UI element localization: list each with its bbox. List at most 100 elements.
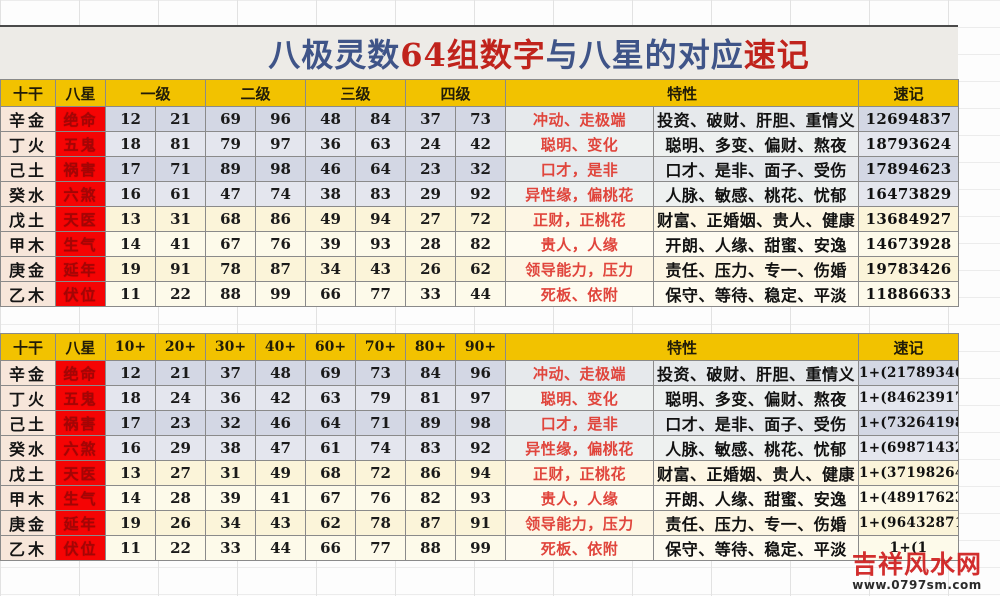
cell-number: 21	[155, 360, 206, 386]
cell-number: 28	[405, 231, 457, 257]
cell-number: 44	[255, 535, 306, 561]
cell-number: 12	[105, 360, 156, 386]
cell-number: 37	[205, 360, 256, 386]
table-row: 丁火 五鬼 18 24 36 42 63 79 81 97 聪明、变化 聪明、多变、偏财、熬夜 1+(8…	[0, 385, 960, 411]
th2-decade-90: 90+	[455, 333, 506, 361]
cell-number: 11	[105, 535, 156, 561]
cell-number: 62	[455, 256, 507, 282]
cell-mnemonic-code: 1+(1	[858, 535, 960, 561]
cell-star: 天医	[55, 206, 106, 232]
table-row: 戊土 天医 13 31 68 86 49 94 27 72 正财，正桃花 财富、正婚姻、贵人、健康 13…	[0, 206, 960, 232]
cell-number: 17	[105, 410, 156, 436]
cell-gan: 己土	[0, 410, 56, 436]
cell-number: 39	[205, 485, 256, 511]
cell-gan: 甲木	[0, 231, 56, 257]
cell-trait-detail: 口才、是非、面子、受伤	[652, 410, 860, 436]
th2-star: 八星	[55, 333, 106, 361]
cell-number: 77	[355, 281, 407, 307]
cell-mnemonic-code: 1+(84623917)	[858, 385, 960, 411]
table-row: 辛金 绝命 12 21 69 96 48 84 37 73 冲动、走极端 投资、破财、肝胆、重情义 12…	[0, 106, 960, 132]
cell-number: 68	[205, 206, 257, 232]
cell-trait-detail: 聪明、多变、偏财、熬夜	[652, 385, 860, 411]
cell-number: 96	[455, 360, 506, 386]
cell-number: 73	[355, 360, 406, 386]
title-part-3: 与八星的对应	[545, 36, 744, 74]
cell-gan: 丁火	[0, 385, 56, 411]
th-level-1: 一级	[104, 79, 207, 107]
cell-number: 27	[405, 206, 457, 232]
page-title: 八极灵数64组数字与八星的对应速记	[148, 30, 810, 76]
cell-trait-keyword: 贵人，人缘	[505, 231, 655, 257]
title-band: 八极灵数64组数字与八星的对应速记	[0, 25, 958, 79]
cell-number: 49	[305, 206, 357, 232]
th-code: 速记	[858, 79, 960, 107]
cell-mnemonic-code: 1+(69871432)	[858, 435, 960, 461]
cell-trait-detail: 责任、压力、专一、伤婚	[652, 510, 860, 536]
cell-number: 88	[405, 535, 456, 561]
cell-number: 48	[305, 106, 357, 132]
cell-number: 34	[305, 256, 357, 282]
th-level-4: 四级	[405, 79, 507, 107]
table-row: 甲木 生气 14 41 67 76 39 93 28 82 贵人，人缘 开朗、人缘、甜蜜、安逸 1467…	[0, 231, 960, 257]
cell-number: 12	[105, 106, 156, 132]
cell-star: 伏位	[55, 281, 106, 307]
cell-number: 36	[205, 385, 256, 411]
cell-mnemonic-code: 18793624	[858, 131, 960, 157]
cell-star: 绝命	[55, 360, 106, 386]
cell-number: 19	[105, 256, 156, 282]
cell-number: 97	[255, 131, 307, 157]
table-one-header-row: 十干 八星 一级 二级 三级 四级 特性 速记	[0, 79, 960, 107]
table-row: 甲木 生气 14 28 39 41 67 76 82 93 贵人，人缘 开朗、人缘、甜蜜、安逸 1+(4…	[0, 485, 960, 511]
cell-number: 67	[205, 231, 257, 257]
cell-number: 24	[405, 131, 457, 157]
cell-number: 97	[455, 385, 506, 411]
cell-number: 23	[405, 156, 457, 182]
cell-star: 五鬼	[55, 385, 106, 411]
cell-number: 34	[205, 510, 256, 536]
cell-number: 69	[305, 360, 356, 386]
cell-gan: 癸水	[0, 435, 56, 461]
cell-mnemonic-code: 1+(37198264)	[858, 460, 960, 486]
cell-number: 14	[105, 485, 156, 511]
cell-number: 47	[255, 435, 306, 461]
title-part-2-red: 64组数字	[400, 36, 546, 74]
cell-trait-detail: 开朗、人缘、甜蜜、安逸	[652, 485, 860, 511]
cell-number: 84	[405, 360, 456, 386]
cell-number: 78	[355, 510, 406, 536]
cell-number: 64	[305, 410, 356, 436]
cell-number: 13	[105, 206, 156, 232]
th2-decade-10: 10+	[105, 333, 156, 361]
th2-decade-20: 20+	[155, 333, 206, 361]
cell-trait-keyword: 聪明、变化	[505, 385, 654, 411]
cell-mnemonic-code: 16473829	[858, 181, 960, 207]
cell-number: 94	[355, 206, 407, 232]
cell-trait-keyword: 冲动、走极端	[505, 360, 654, 386]
cell-number: 37	[405, 106, 457, 132]
cell-number: 42	[255, 385, 306, 411]
cell-gan: 戊土	[0, 460, 56, 486]
table-row: 丁火 五鬼 18 81 79 97 36 63 24 42 聪明、变化 聪明、多变、偏财、熬夜 1879…	[0, 131, 960, 157]
cell-number: 69	[205, 106, 257, 132]
cell-star: 生气	[55, 231, 106, 257]
cell-number: 74	[255, 181, 307, 207]
cell-mnemonic-code: 1+(73264198)	[858, 410, 960, 436]
cell-number: 21	[154, 106, 207, 132]
cell-number: 18	[105, 385, 156, 411]
table-two-body: 辛金 绝命 12 21 37 48 69 73 84 96 冲动、走极端 投资、破财、肝胆、重情义 1+…	[0, 360, 960, 561]
th2-decade-60: 60+	[305, 333, 356, 361]
cell-gan: 乙木	[0, 535, 56, 561]
cell-gan: 癸水	[0, 181, 56, 207]
cell-star: 祸害	[55, 410, 106, 436]
th2-code: 速记	[858, 333, 960, 361]
cell-gan: 甲木	[0, 485, 56, 511]
cell-trait-detail: 责任、压力、专一、伤婚	[653, 256, 860, 282]
cell-number: 83	[405, 435, 456, 461]
cell-number: 31	[154, 206, 207, 232]
title-part-1: 八极灵数	[268, 36, 401, 74]
table-two-header-row: 十干 八星 10+ 20+ 30+ 40+ 60+ 70+ 80+ 90+ 特性…	[0, 333, 960, 361]
cell-star: 绝命	[55, 106, 106, 132]
cell-number: 79	[355, 385, 406, 411]
cell-number: 89	[405, 410, 456, 436]
cell-number: 93	[355, 231, 407, 257]
cell-star: 六煞	[55, 181, 106, 207]
